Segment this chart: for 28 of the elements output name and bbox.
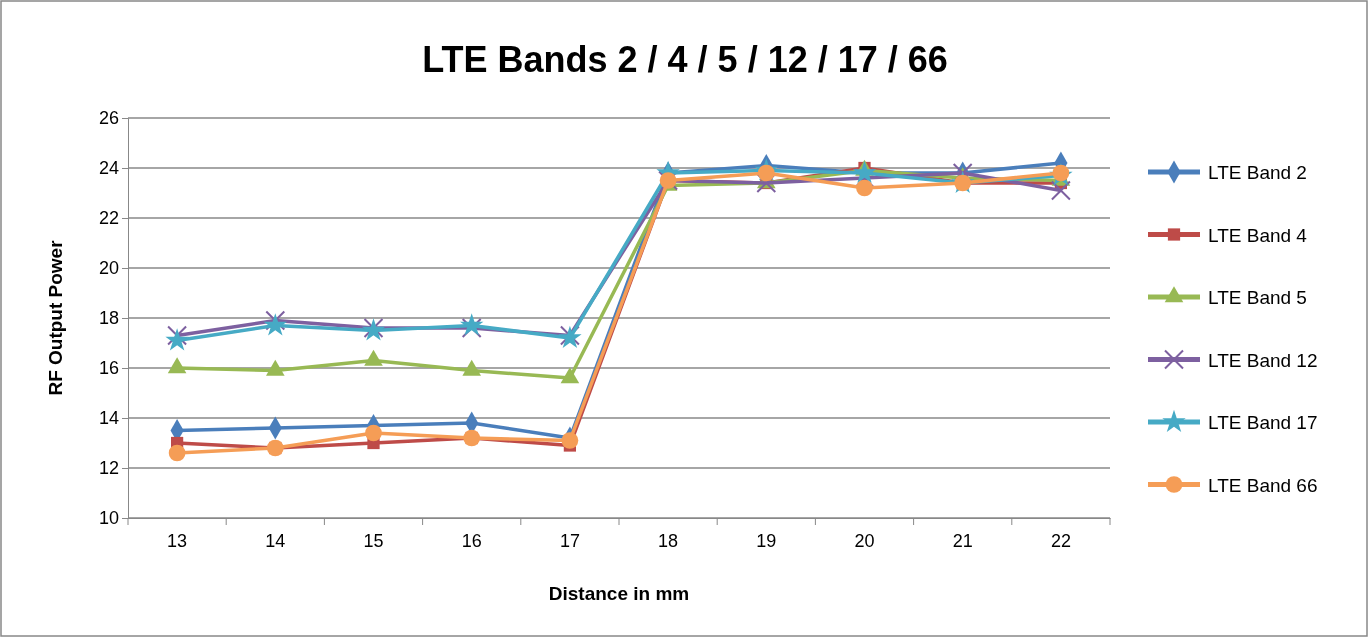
y-tick-label: 18 (98, 308, 119, 329)
x-axis-title: Distance in mm (548, 583, 690, 604)
legend-label: LTE Band 2 (1208, 162, 1307, 183)
y-tick-label: 12 (98, 458, 119, 479)
x-tick-label: 16 (461, 530, 482, 551)
legend-label: LTE Band 5 (1208, 287, 1307, 308)
x-tick-label: 15 (363, 530, 384, 551)
legend-label: LTE Band 66 (1208, 474, 1318, 496)
x-tick-label: 18 (658, 530, 679, 551)
y-tick-label: 24 (98, 158, 119, 179)
x-tick-label: 17 (559, 530, 580, 551)
y-tick-label: 26 (98, 108, 119, 129)
chart-title: LTE Bands 2 / 4 / 5 / 12 / 17 / 66 (422, 39, 948, 80)
legend-label: LTE Band 4 (1208, 224, 1308, 246)
x-tick-label: 20 (854, 530, 875, 551)
y-tick-label: 14 (98, 408, 119, 429)
y-tick-label: 20 (98, 258, 119, 279)
x-tick-label: 14 (265, 530, 286, 551)
x-tick-label: 21 (952, 530, 973, 551)
legend-label: LTE Band 17 (1208, 412, 1318, 433)
y-tick-label: 10 (98, 508, 119, 529)
x-tick-label: 22 (1050, 530, 1071, 551)
y-axis-title: RF Output Power (45, 239, 66, 396)
legend-label: LTE Band 12 (1208, 349, 1318, 371)
y-tick-label: 22 (98, 208, 119, 229)
x-tick-label: 19 (756, 530, 777, 551)
y-tick-label: 16 (98, 358, 119, 379)
x-tick-label: 13 (167, 530, 188, 551)
